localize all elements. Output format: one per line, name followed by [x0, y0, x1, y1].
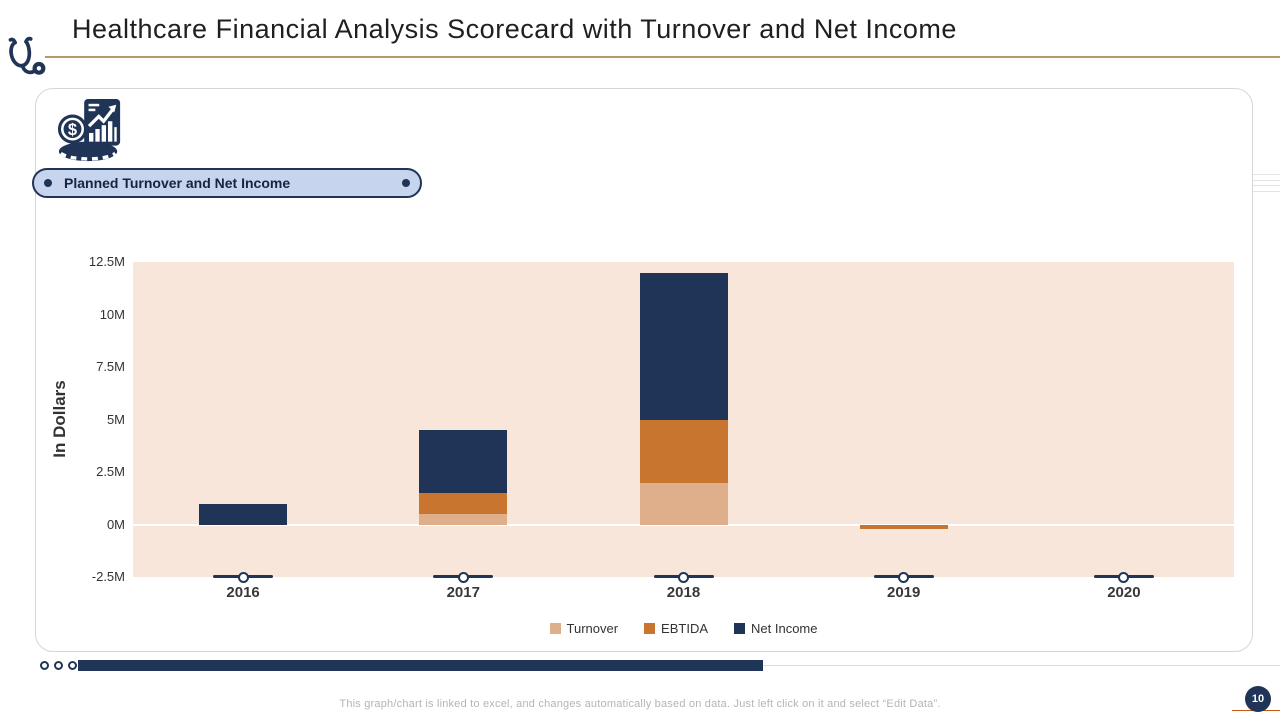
progress-bar	[78, 660, 763, 671]
y-tick-label: 0M	[106, 516, 125, 532]
axis-marker-circle	[898, 571, 910, 583]
badge-bullet-left-icon	[44, 179, 52, 187]
legend-item: Turnover	[549, 620, 619, 636]
bar-segment-ebtida[interactable]	[859, 524, 948, 529]
x-axis-label: 2018	[666, 584, 701, 601]
legend-label: EBTIDA	[661, 620, 709, 636]
bar-segment-net-income[interactable]	[199, 503, 288, 525]
y-tick-label: 10M	[99, 306, 125, 322]
footer-note: This graph/chart is linked to excel, and…	[339, 698, 941, 710]
bar-segment-ebtida[interactable]	[639, 419, 728, 483]
x-axis-label: 2019	[887, 584, 921, 601]
bar-segment-net-income[interactable]	[419, 430, 508, 493]
legend-item: EBTIDA	[644, 621, 708, 636]
x-axis-label: 2020	[1107, 584, 1141, 601]
bar-segment-turnover[interactable]	[639, 482, 728, 525]
axis-marker-circle	[457, 571, 469, 583]
y-tick-label: 5M	[106, 411, 125, 427]
y-tick-label: 12.5M	[88, 254, 125, 269]
legend-item: Net Income	[734, 620, 818, 636]
plot-area[interactable]	[133, 262, 1234, 583]
legend-swatch-icon	[644, 622, 656, 634]
y-tick-label: 7.5M	[96, 359, 125, 374]
section-badge-label: Planned Turnover and Net Income	[64, 175, 291, 191]
title-divider	[45, 56, 1280, 58]
stethoscope-icon	[8, 36, 46, 75]
nav-dot[interactable]	[67, 661, 77, 670]
zero-gridline	[133, 523, 1234, 526]
section-badge: Planned Turnover and Net Income	[32, 168, 422, 198]
slide-title: Healthcare Financial Analysis Scorecard …	[72, 14, 957, 44]
axis-marker-circle	[1118, 571, 1130, 583]
x-axis-label: 2016	[226, 584, 260, 601]
legend-swatch-icon	[734, 622, 746, 634]
bar-segment-ebtida[interactable]	[419, 493, 508, 514]
chart-legend: Turnover EBTIDA Net Income	[133, 618, 1234, 638]
x-axis-label: 2017	[446, 584, 480, 601]
page-number-badge: 10	[1245, 686, 1271, 712]
badge-bullet-right-icon	[402, 179, 410, 187]
legend-swatch-icon	[549, 622, 561, 634]
svg-text:$: $	[68, 121, 77, 139]
y-tick-label: 2.5M	[96, 464, 125, 479]
nav-dot[interactable]	[39, 661, 49, 670]
y-tick-label: -2.5M	[91, 569, 125, 584]
axis-marker-circle	[678, 571, 689, 583]
bar-segment-net-income[interactable]	[639, 272, 728, 420]
legend-label: Net Income	[751, 620, 818, 636]
bar-segment-turnover[interactable]	[419, 514, 508, 525]
legend-label: Turnover	[566, 620, 619, 636]
axis-marker-circle	[237, 571, 249, 583]
nav-dot[interactable]	[53, 661, 63, 670]
finance-chart-icon: $	[57, 98, 121, 162]
